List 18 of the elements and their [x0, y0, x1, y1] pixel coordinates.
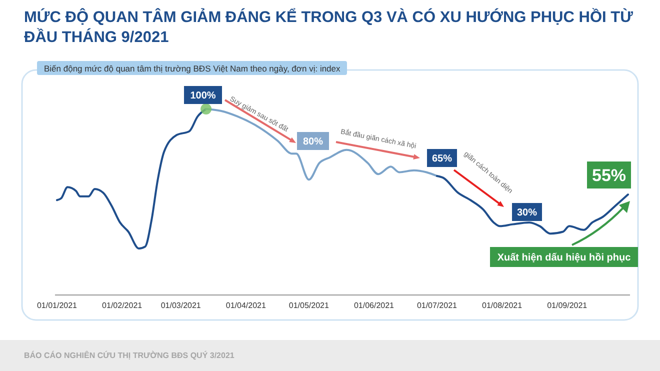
x-tick-label: 01/07/2021: [416, 301, 458, 310]
x-tick-label: 01/03/2021: [160, 301, 202, 310]
text: 100%: [190, 90, 216, 102]
text: BÁO CÁO NGHIÊN CỨU THỊ TRƯỜNG BĐS QUÝ 3/2021: [24, 350, 235, 360]
x-tick-label: 01/01/2021: [36, 301, 78, 310]
x-tick-label: 01/04/2021: [226, 301, 266, 310]
x-tick-label: 01/06/2021: [354, 301, 395, 310]
annotation: Xuất hiện dấu hiệu hồi phục: [497, 252, 632, 264]
x-tick-label: 01/05/2021: [288, 301, 330, 310]
chart-title: MỨC ĐỘ QUAN TÂM GIẢM ĐÁNG KỂ TRONG Q3 VÀ CÓ XU HƯỚNG PHỤC HỒI TỪ ĐẦU THÁNG 9/2021: [24, 8, 634, 46]
x-tick-label: 01/02/2021: [102, 301, 143, 310]
chart-subtitle: Biến động mức độ quan tâm thị trường BĐS Việt Nam theo ngày, đơn vị: index: [44, 64, 342, 74]
annotation: 65%: [432, 154, 452, 165]
annotation: 55%: [592, 166, 626, 186]
x-tick-label: 01/08/2021: [482, 301, 523, 310]
annotation: 80%: [302, 136, 324, 148]
x-tick-label: 01/09/2021: [547, 301, 588, 310]
annotation: 30%: [516, 208, 538, 219]
